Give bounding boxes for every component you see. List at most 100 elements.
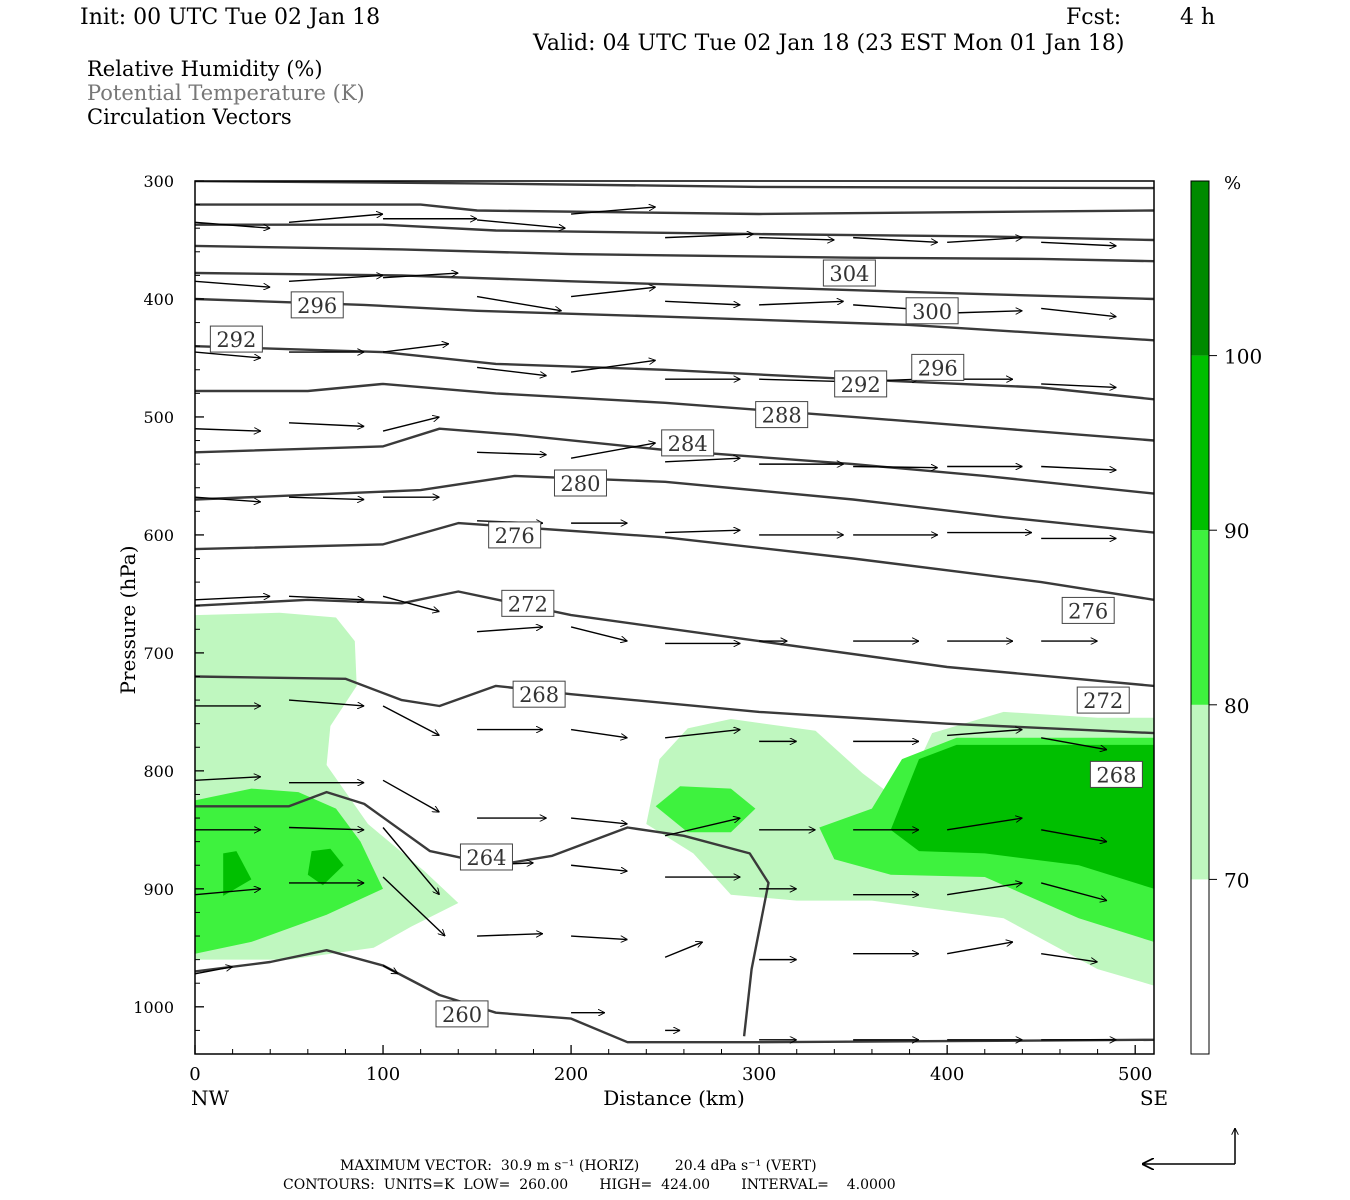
contour-label: 296 [290, 291, 344, 319]
y-tick-label: 800 [143, 762, 174, 781]
y-axis-label: Pressure (hPa) [116, 546, 140, 695]
contour-label: 272 [1076, 686, 1130, 714]
contour-label: 272 [501, 589, 555, 617]
circulation-vector [664, 818, 740, 837]
x-endpoint-nw: NW [191, 1086, 230, 1110]
x-tick-label: 500 [1118, 1064, 1152, 1085]
y-tick-label: 300 [143, 172, 174, 191]
circulation-vector [571, 864, 627, 871]
circulation-vector [947, 238, 1022, 244]
x-tick-label: 0 [189, 1064, 200, 1085]
colorbar-swatch [1191, 355, 1209, 531]
theta-contour-line [195, 244, 1154, 263]
circulation-vector [382, 876, 445, 936]
contour-label: 284 [661, 429, 715, 457]
circulation-vector [476, 366, 547, 375]
circulation-vector [1041, 737, 1107, 750]
circulation-vector [288, 827, 364, 829]
colorbar-unit: % [1224, 173, 1241, 194]
contour-label-text: 300 [912, 300, 952, 324]
colorbar-swatch [1191, 530, 1209, 705]
circulation-vector [195, 280, 270, 287]
circulation-vector [571, 817, 627, 824]
circulation-vector [947, 942, 1013, 955]
circulation-vector [477, 934, 543, 936]
circulation-vector [571, 287, 656, 298]
contour-label: 268 [512, 680, 566, 708]
x-tick-label: 400 [930, 1064, 964, 1085]
forecast-hour: 4 h [1180, 5, 1216, 30]
colorbar-label: 100 [1224, 345, 1262, 369]
footer-contours: CONTOURS: UNITS=K LOW= 260.00 HIGH= 424.… [283, 1177, 896, 1193]
circulation-vector [476, 295, 562, 311]
x-tick-label: 100 [366, 1064, 400, 1085]
circulation-vector [195, 596, 270, 601]
circulation-vectors [195, 207, 1116, 1040]
contour-label-text: 284 [668, 432, 708, 456]
contour-label: 280 [553, 469, 607, 497]
circulation-vector [288, 595, 364, 600]
contour-label-text: 260 [442, 1003, 482, 1027]
circulation-vector [382, 827, 439, 894]
contour-label-text: 268 [1096, 763, 1136, 787]
contour-label-text: 304 [829, 262, 869, 286]
colorbar-label: 80 [1224, 694, 1249, 718]
circulation-vector [477, 627, 543, 633]
contour-label-text: 264 [466, 846, 506, 870]
circulation-vector [947, 883, 1022, 896]
colorbar-swatch [1191, 704, 1209, 880]
circulation-vector [665, 730, 740, 739]
contour-label-text: 292 [841, 373, 881, 397]
circulation-vector [759, 379, 844, 381]
theta-contour-line [195, 474, 1154, 534]
contour-label-text: 272 [508, 592, 548, 616]
contour-label-text: 276 [495, 524, 535, 548]
rh-region-90 [223, 851, 252, 896]
contour-label-text: 288 [762, 404, 802, 428]
footer-max-vector: MAXIMUM VECTOR: 30.9 m s⁻¹ (HORIZ) 20.4 … [340, 1158, 817, 1174]
theta-contour-line [195, 521, 1154, 601]
colorbar-label: 70 [1224, 868, 1249, 892]
contour-label-text: 292 [216, 328, 256, 352]
contour-label: 300 [905, 297, 959, 325]
contour-label: 296 [911, 353, 965, 381]
contour-label: 292 [209, 325, 263, 353]
circulation-vector [664, 942, 703, 958]
circulation-vector [570, 728, 627, 738]
circulation-vector [382, 417, 439, 432]
colorbar-swatch [1191, 181, 1209, 356]
circulation-vector [195, 889, 261, 896]
circulation-vector [571, 935, 627, 940]
circulation-vector [1041, 953, 1097, 962]
circulation-vector [665, 530, 740, 532]
circulation-vector [195, 221, 270, 228]
contour-label-text: 296 [297, 294, 337, 318]
circulation-vector [382, 964, 398, 975]
contour-label: 304 [822, 259, 876, 287]
contour-label: 260 [435, 1000, 489, 1028]
y-tick-label: 1000 [133, 998, 174, 1017]
circulation-vector [382, 273, 458, 279]
theta-contour-line [195, 345, 1154, 401]
circulation-vector [853, 466, 938, 467]
circulation-vector [570, 443, 656, 459]
contour-label: 276 [1061, 596, 1115, 624]
rh-shading [195, 612, 1154, 986]
circulation-vector [195, 351, 261, 358]
circulation-vector [1040, 882, 1107, 901]
y-tick-label: 700 [143, 644, 174, 663]
contour-label: 288 [755, 401, 809, 429]
rh-region-90 [307, 848, 344, 886]
contour-label: 276 [488, 521, 542, 549]
x-axis-label: Distance (km) [603, 1086, 745, 1110]
valid-time: Valid: 04 UTC Tue 02 Jan 18 (23 EST Mon … [533, 31, 1125, 56]
circulation-vector [1041, 241, 1116, 246]
circulation-vector [665, 300, 740, 305]
circulation-vector [665, 234, 753, 239]
legend-vectors: Circulation Vectors [87, 105, 292, 129]
theta-contour-line [195, 675, 1154, 735]
circulation-vector [288, 422, 364, 427]
circulation-vector [382, 705, 439, 737]
circulation-vector [947, 730, 1022, 737]
